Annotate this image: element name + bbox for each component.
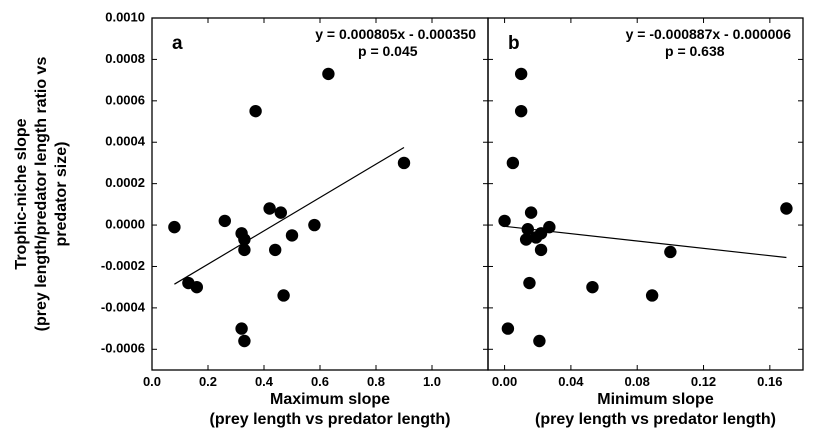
x-axis-title-line: (prey length vs predator length) (535, 411, 776, 428)
data-point (534, 243, 548, 257)
y-tick-label: -0.0006 (101, 341, 145, 356)
x-tick-label: 0.6 (311, 374, 329, 389)
data-point (269, 243, 282, 257)
data-point (238, 233, 251, 246)
data-point (322, 67, 335, 81)
panel-a: 0.0010 0.0008 0.0006 0.0004 0.0002 0.0000 -0.0… (101, 9, 489, 428)
y-tick-label: 0.0006 (105, 92, 145, 107)
y-tick-label: -0.0004 (101, 299, 146, 314)
data-point (543, 220, 556, 234)
x-tick-label: 1.0 (423, 374, 441, 389)
x-tick-label: 0.00 (492, 374, 517, 389)
data-point (285, 229, 299, 242)
x-tick-label: 0.12 (691, 374, 716, 389)
data-point (277, 289, 290, 302)
y-tick-label: 0.0010 (105, 9, 145, 24)
x-axis-title-line: (prey length vs predator length) (210, 411, 451, 428)
panel-b: 0.00 0.04 0.08 0.12 0.16 Minimum slope (prey l… (487, 17, 804, 428)
regression-line (174, 146, 405, 285)
data-point (524, 206, 538, 219)
data-point (533, 334, 546, 348)
data-point (308, 218, 321, 232)
x-tick-label: 0.2 (199, 374, 217, 389)
x-tick-label: 0.0 (143, 374, 161, 389)
data-point (780, 202, 793, 215)
plot-frame (487, 17, 804, 371)
data-point (586, 280, 599, 294)
data-point (519, 233, 533, 246)
x-tick-label: 0.8 (367, 374, 385, 389)
data-point (263, 202, 276, 215)
x-tick-label: 0.04 (558, 374, 584, 389)
data-point (521, 223, 534, 236)
data-point (501, 322, 515, 335)
y-tick-label: 0.0008 (105, 51, 145, 66)
x-tick-label: 0.16 (757, 374, 782, 389)
data-point (514, 104, 528, 118)
data-point (238, 243, 251, 257)
x-tick-label: 0.4 (255, 374, 274, 389)
data-point (514, 67, 528, 81)
plot-frame (151, 17, 489, 371)
y-axis-title-line: predator size) (53, 142, 70, 247)
x-tick-label: 0.08 (625, 374, 650, 389)
data-point (235, 322, 248, 335)
data-point (645, 289, 659, 302)
data-point (498, 214, 511, 228)
data-point (664, 245, 677, 259)
p-value: p = 0.638 (665, 43, 725, 59)
data-point (249, 104, 262, 118)
y-tick-label: 0.0000 (105, 216, 145, 231)
y-tick-label: 0.0004 (105, 134, 146, 149)
p-value: p = 0.045 (358, 43, 418, 59)
y-axis-title-line: Trophic-niche slope (13, 118, 30, 269)
y-tick-label: 0.0002 (105, 175, 145, 190)
data-point (190, 280, 203, 294)
data-point (238, 334, 251, 348)
panel-label: a (172, 33, 183, 54)
data-point (274, 206, 287, 219)
y-tick-label: -0.0002 (101, 258, 145, 273)
data-point (506, 156, 520, 170)
data-point (523, 276, 536, 290)
data-point (397, 156, 411, 170)
regression-equation: y = 0.000805x - 0.000350 (315, 26, 476, 42)
data-point (168, 220, 181, 234)
data-point (218, 214, 231, 228)
panel-label: b (508, 33, 520, 54)
regression-equation: y = -0.000887x - 0.000006 (626, 26, 792, 42)
x-axis-title-line: Maximum slope (270, 391, 390, 408)
x-axis-title-line: Minimum slope (597, 391, 714, 408)
y-axis-title-line: (prey length/predator length ratio vs (33, 57, 50, 332)
